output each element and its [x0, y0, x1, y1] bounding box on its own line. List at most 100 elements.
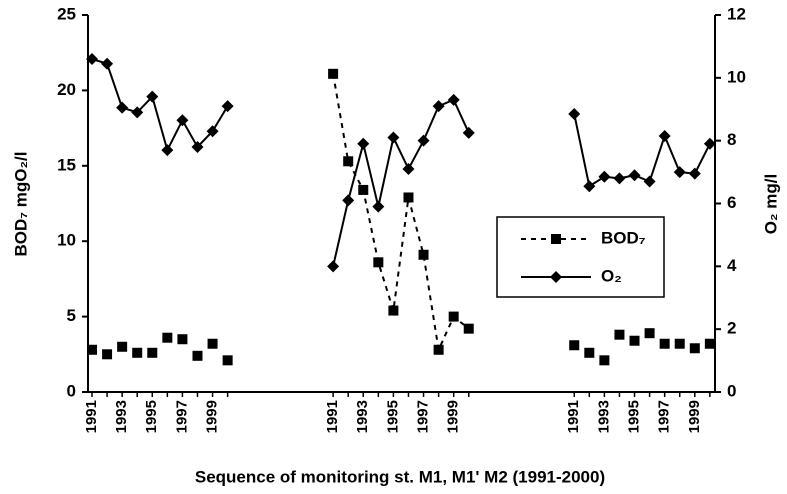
marker — [659, 338, 670, 349]
legend-marker — [550, 271, 562, 283]
y2-tick-label: 2 — [727, 319, 736, 338]
marker — [191, 140, 204, 153]
marker — [357, 137, 370, 150]
series-line — [91, 58, 229, 153]
y2-axis-label: O₂ mg/l — [761, 174, 780, 234]
marker — [102, 349, 113, 360]
marker — [644, 328, 655, 339]
x-tick-label: 1993 — [595, 400, 612, 433]
marker — [673, 166, 686, 179]
x-tick-label: 1993 — [113, 400, 130, 433]
marker — [402, 162, 415, 175]
marker — [131, 106, 144, 119]
x-axis-label: Sequence of monitoring st. M1, M1' M2 (1… — [195, 467, 605, 486]
marker — [643, 175, 656, 188]
marker — [328, 68, 339, 79]
marker — [222, 355, 233, 366]
x-tick-label: 1991 — [565, 400, 582, 433]
x-tick-label: 1991 — [83, 400, 100, 433]
marker — [327, 260, 340, 273]
marker — [462, 126, 475, 139]
legend-label: O₂ — [601, 266, 622, 285]
y2-tick-label: 4 — [727, 256, 737, 275]
x-tick-label: 1997 — [656, 400, 673, 433]
marker — [598, 170, 611, 183]
legend-label: BOD₇ — [601, 228, 646, 247]
marker — [206, 125, 219, 138]
marker — [568, 107, 581, 120]
legend-marker — [551, 234, 561, 244]
y2-tick-label: 8 — [727, 130, 736, 149]
legend-box — [496, 216, 665, 298]
series-line — [332, 98, 470, 267]
marker — [403, 192, 414, 203]
y2-tick-label: 10 — [727, 67, 746, 86]
y-tick-label: 0 — [67, 381, 76, 400]
marker — [387, 131, 400, 144]
marker — [432, 100, 445, 113]
marker — [146, 90, 159, 103]
marker — [583, 180, 596, 193]
marker — [87, 344, 97, 355]
x-tick-label: 1997 — [173, 400, 190, 433]
marker — [161, 144, 174, 157]
marker — [207, 338, 218, 349]
y-tick-label: 25 — [57, 4, 76, 23]
x-tick-label: 1995 — [143, 400, 160, 433]
marker — [417, 134, 430, 147]
marker — [569, 340, 580, 351]
marker — [584, 347, 595, 358]
marker — [162, 332, 173, 343]
marker — [447, 93, 460, 106]
marker — [688, 167, 701, 180]
y-tick-label: 20 — [57, 80, 76, 99]
marker — [176, 114, 189, 127]
x-tick-label: 1995 — [625, 400, 642, 433]
marker — [448, 311, 459, 322]
marker — [388, 305, 399, 316]
marker — [147, 347, 158, 358]
y2-tick-label: 0 — [727, 381, 736, 400]
marker — [599, 355, 610, 366]
marker — [689, 343, 700, 354]
marker — [463, 323, 474, 334]
marker — [116, 101, 129, 114]
x-tick-label: 1999 — [204, 400, 221, 433]
marker — [658, 129, 671, 142]
y-tick-label: 15 — [57, 155, 76, 174]
marker — [703, 137, 716, 150]
marker — [628, 169, 641, 182]
marker — [704, 338, 715, 349]
marker — [192, 350, 203, 361]
x-tick-label: 1999 — [686, 400, 703, 433]
marker — [132, 347, 143, 358]
marker — [221, 100, 234, 113]
marker — [117, 341, 128, 352]
marker — [101, 57, 114, 70]
marker — [86, 52, 98, 65]
marker — [342, 194, 355, 207]
y-tick-label: 10 — [57, 231, 76, 250]
y-axis-label: BOD₇ mgO₂/l — [11, 151, 30, 256]
marker — [372, 200, 385, 213]
marker — [177, 334, 188, 345]
marker — [343, 156, 354, 167]
x-tick-label: 1995 — [384, 400, 401, 433]
series-line — [573, 113, 711, 188]
x-tick-label: 1999 — [445, 400, 462, 433]
x-tick-label: 1993 — [354, 400, 371, 433]
marker — [674, 338, 685, 349]
marker — [613, 172, 626, 185]
y2-tick-label: 6 — [727, 193, 736, 212]
marker — [433, 344, 444, 355]
marker — [373, 257, 384, 268]
marker — [358, 184, 369, 195]
series-line — [332, 73, 470, 354]
y-tick-label: 5 — [67, 306, 76, 325]
marker — [629, 335, 640, 346]
marker — [418, 249, 429, 260]
x-tick-label: 1997 — [415, 400, 432, 433]
x-tick-label: 1991 — [324, 400, 341, 433]
y2-tick-label: 12 — [727, 4, 746, 23]
